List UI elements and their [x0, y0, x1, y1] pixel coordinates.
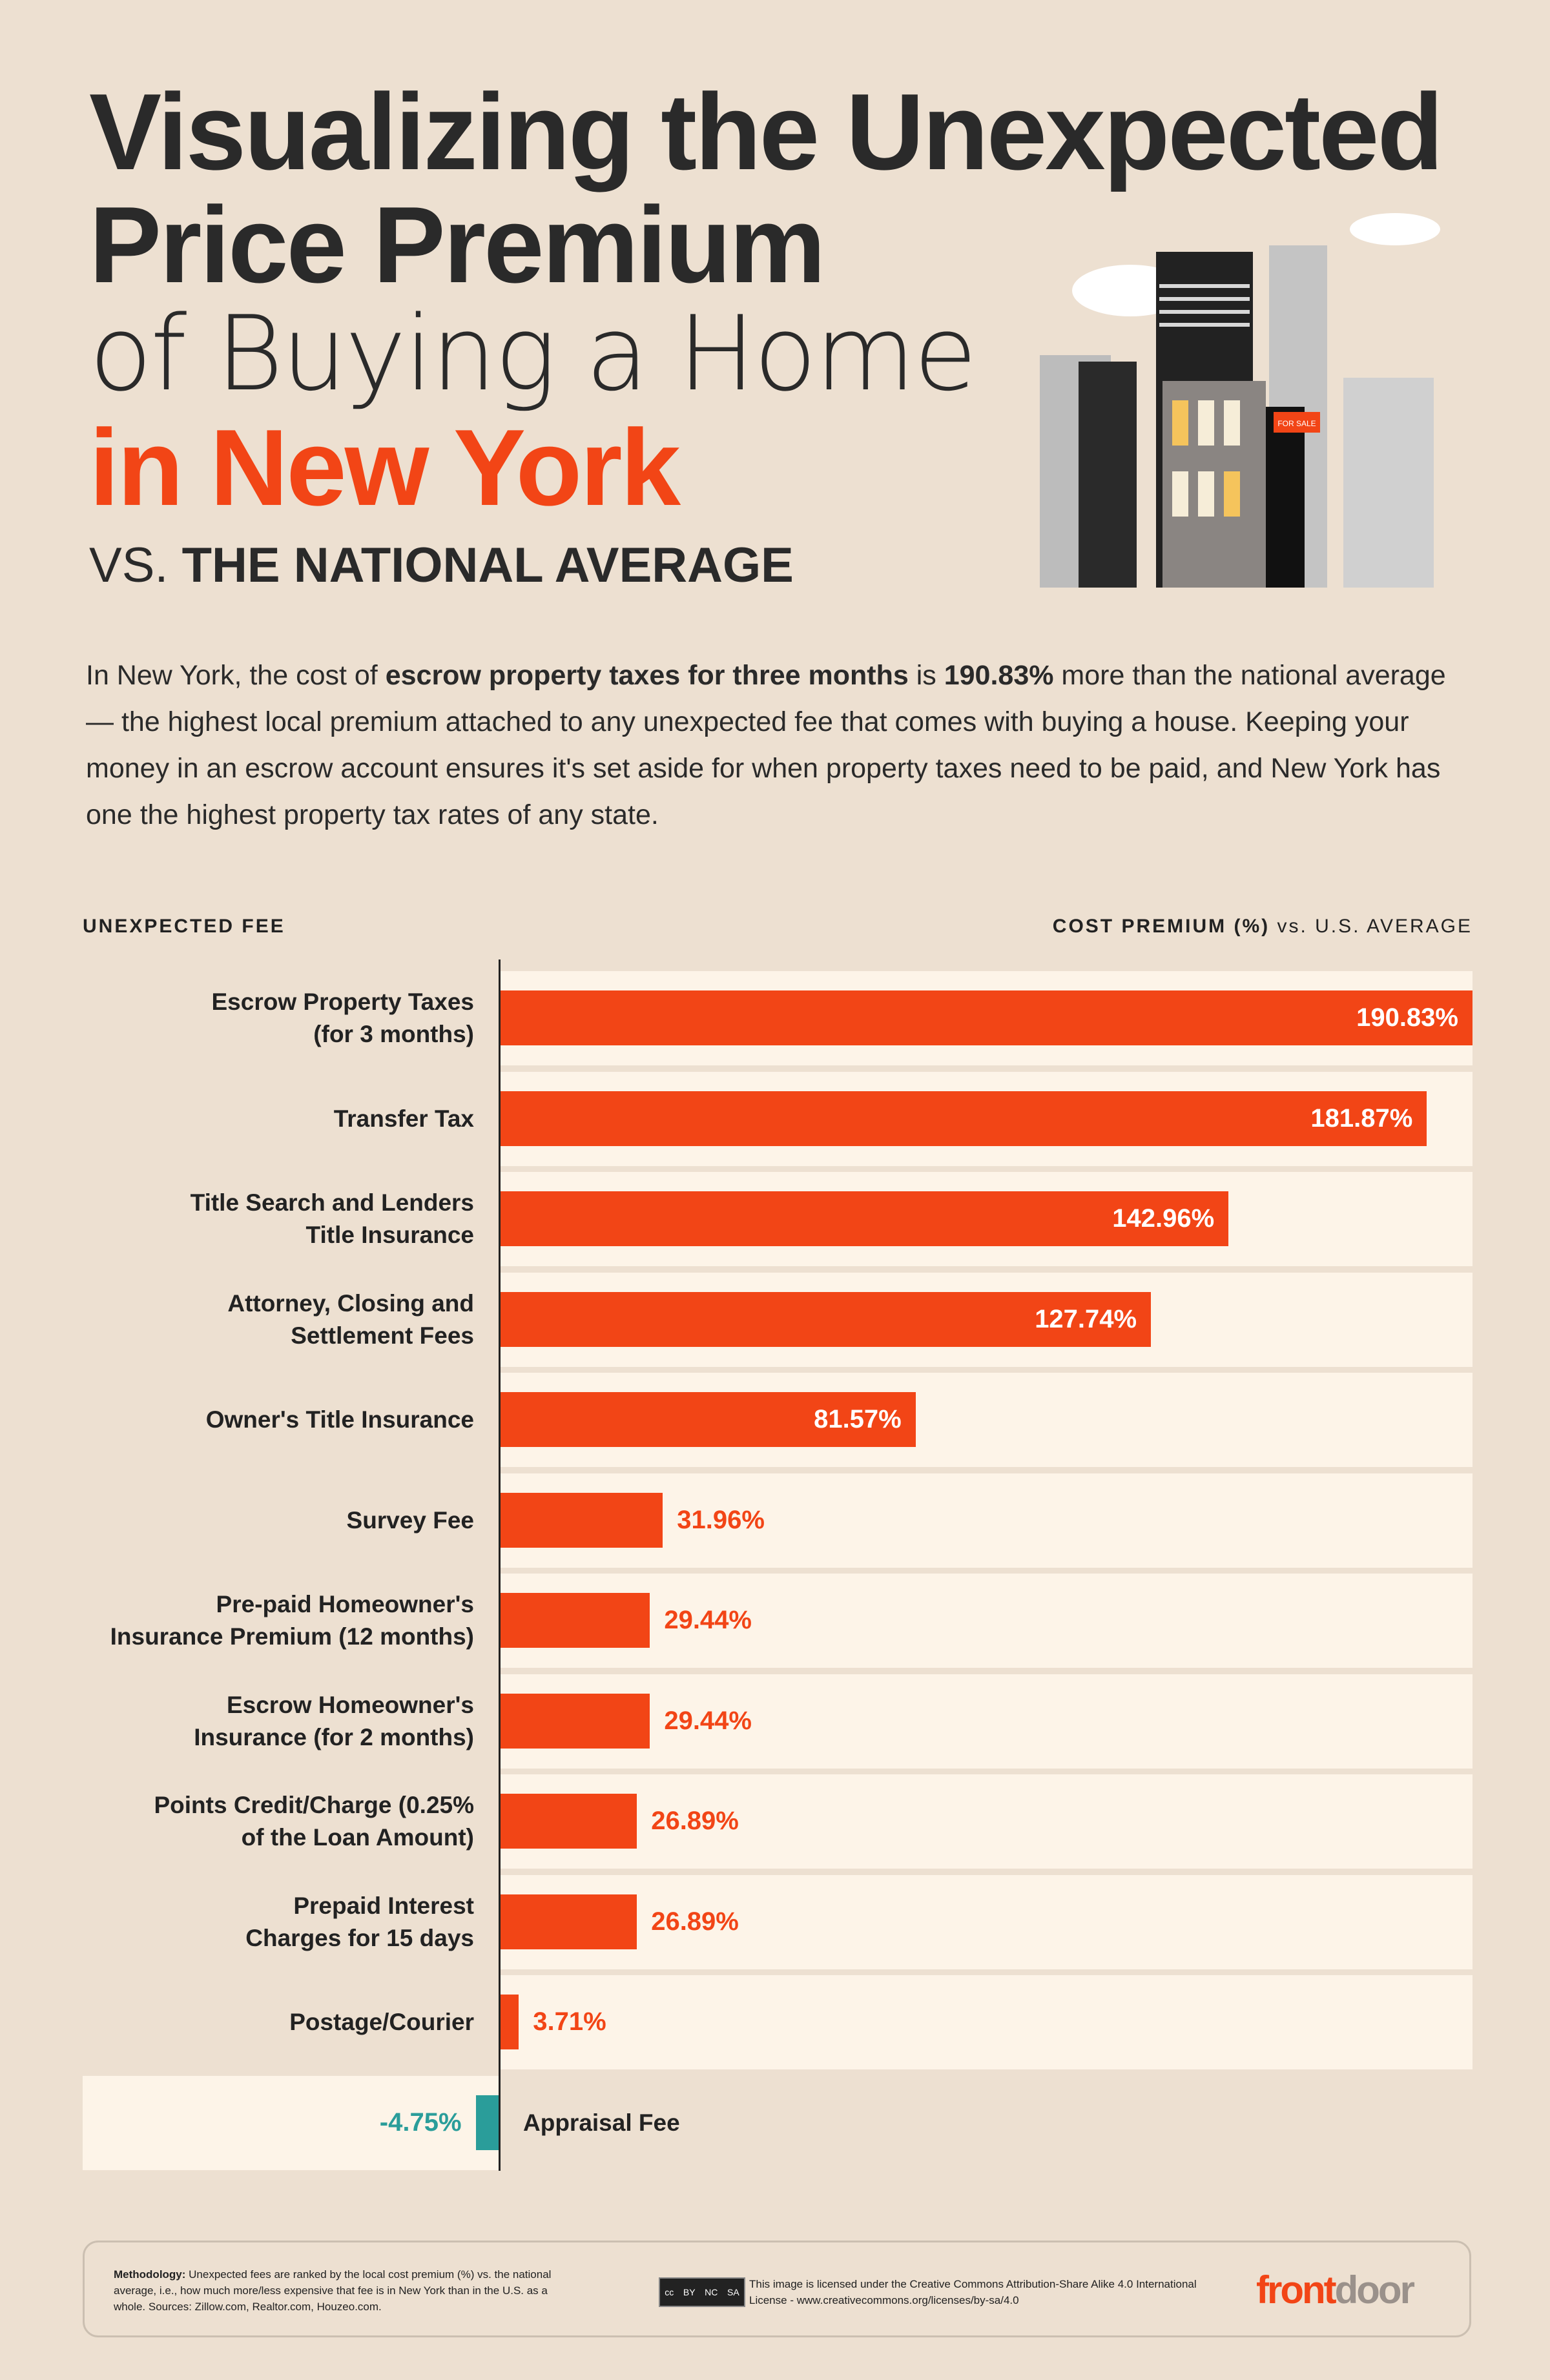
city-skyline-illustration: FOR SALE — [1040, 213, 1440, 588]
methodology-note: Methodology: Unexpected fees are ranked … — [114, 2268, 552, 2313]
bar — [500, 1693, 650, 1749]
category-label: Prepaid Interest Charges for 15 days — [245, 1892, 474, 1951]
title-line-1: Visualizing the Unexpected — [89, 71, 1443, 192]
data-label: 142.96% — [1112, 1204, 1215, 1233]
for-sale-sign — [1274, 412, 1320, 433]
row-background — [500, 1975, 1472, 2069]
category-label: Transfer Tax — [333, 1105, 474, 1132]
title-line-4: in New York — [89, 407, 681, 528]
row-background — [500, 1574, 1472, 1668]
category-label: Survey Fee — [346, 1506, 474, 1534]
title-line-3: of Buying a Home — [89, 293, 977, 414]
data-label: 29.44% — [664, 1706, 752, 1735]
svg-text:FOR SALE: FOR SALE — [1277, 419, 1316, 428]
bar — [500, 1894, 637, 1949]
data-label: 29.44% — [664, 1606, 752, 1634]
subtitle-vs: VS. — [89, 538, 169, 593]
category-label: Appraisal Fee — [523, 2109, 680, 2136]
bar — [500, 1291, 1152, 1347]
data-label: 3.71% — [533, 2007, 606, 2036]
row-background — [500, 1674, 1472, 1769]
title-line-2: Price Premium — [89, 184, 826, 305]
category-label: Title Search and Lenders Title Insurance — [190, 1189, 474, 1248]
data-label: 127.74% — [1035, 1304, 1137, 1333]
bar — [500, 1191, 1229, 1246]
data-label: -4.75% — [379, 2108, 462, 2137]
bar — [500, 1492, 663, 1548]
category-label: Escrow Property Taxes (for 3 months) — [211, 989, 475, 1047]
data-label: 31.96% — [677, 1505, 765, 1534]
category-label: Points Credit/Charge (0.25% of the Loan A… — [154, 1792, 474, 1851]
data-label: 81.57% — [814, 1405, 902, 1433]
bar — [500, 1794, 637, 1849]
zero-axis-line — [499, 959, 501, 2171]
category-label: Postage/Courier — [289, 2009, 474, 2035]
bar — [500, 1392, 916, 1447]
category-label: Owner's Title Insurance — [205, 1406, 474, 1433]
frontdoor-logo: frontdoor — [1256, 2268, 1415, 2312]
data-label: 190.83% — [1356, 1003, 1458, 1032]
data-label: 181.87% — [1310, 1103, 1413, 1133]
subtitle-bold: THE NATIONAL AVERAGE — [181, 538, 794, 593]
creative-commons-badge-icon: cc BY NC SA — [659, 2277, 745, 2307]
data-label: 26.89% — [651, 1807, 739, 1835]
bar — [475, 2095, 500, 2150]
subtitle: VS. THE NATIONAL AVERAGE — [89, 541, 794, 590]
bar — [500, 990, 1472, 1045]
row-background — [83, 2075, 500, 2170]
intro-paragraph: In New York, the cost of escrow property… — [86, 660, 1446, 830]
category-label: Pre-paid Homeowner's Insurance Premium (1… — [110, 1591, 474, 1650]
license-text: This image is licensed under the Creativ… — [749, 2278, 1197, 2306]
row-background — [500, 1774, 1472, 1869]
bar — [500, 1091, 1427, 1146]
bar — [500, 1995, 519, 2049]
column-header-fee: UNEXPECTED FEE — [83, 916, 285, 937]
footer-box — [83, 2241, 1471, 2337]
row-background — [500, 1874, 1472, 1969]
data-label: 26.89% — [651, 1907, 739, 1936]
bar — [500, 1593, 650, 1648]
column-header-premium: COST PREMIUM (%) vs. U.S. AVERAGE — [1052, 916, 1472, 937]
category-label: Escrow Homeowner's Insurance (for 2 month… — [194, 1691, 474, 1750]
category-label: Attorney, Closing and Settlement Fees — [227, 1289, 474, 1349]
